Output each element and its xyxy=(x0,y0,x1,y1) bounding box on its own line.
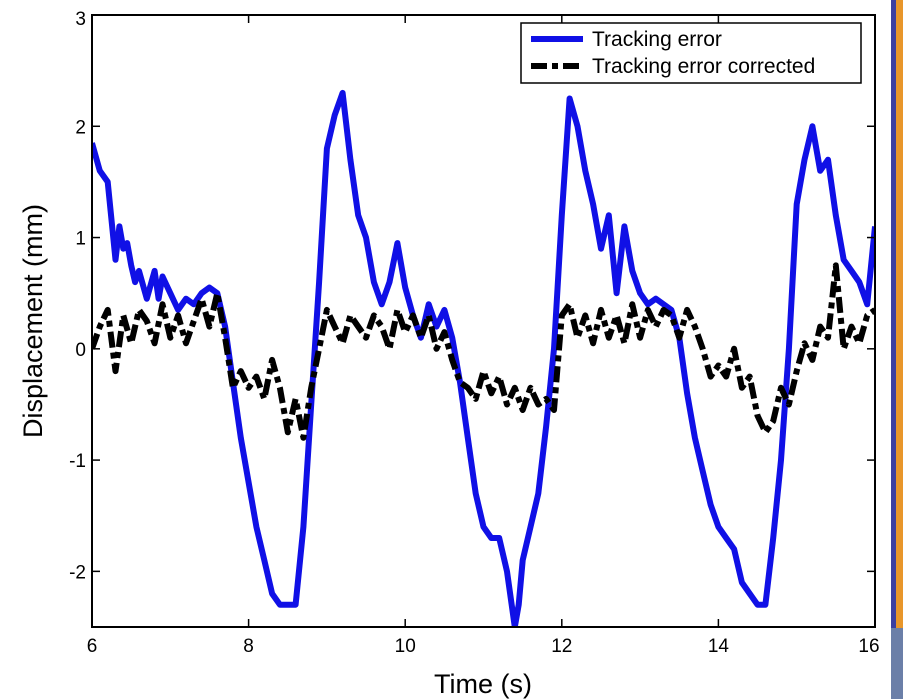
y-tick-label: -1 xyxy=(69,451,86,472)
y-tick-label: 3 xyxy=(75,9,86,30)
legend-label-tracking-error: Tracking error xyxy=(592,28,722,51)
y-tick-label: 0 xyxy=(75,340,86,361)
y-axis-ticks: -2 -1 0 1 2 3 xyxy=(69,9,875,583)
slide-edge-strip xyxy=(891,0,903,699)
x-tick-label: 10 xyxy=(395,636,416,657)
y-tick-label: 1 xyxy=(75,229,86,250)
x-tick-label: 6 xyxy=(87,636,98,657)
slide-edge-blue-band xyxy=(891,0,896,699)
legend-box xyxy=(520,22,862,84)
series-line-tracking-error xyxy=(92,89,875,627)
x-tick-label: 14 xyxy=(708,636,730,657)
series-line-tracking-error-corrected xyxy=(92,262,875,441)
plot-frame xyxy=(91,14,876,628)
x-axis-ticks: 6 8 10 12 14 16 xyxy=(87,15,880,657)
x-tick-label: 12 xyxy=(551,636,572,657)
legend: Tracking error Tracking error corrected xyxy=(520,22,862,84)
slide-edge-base xyxy=(891,628,903,699)
x-tick-label: 16 xyxy=(858,636,879,657)
slide-edge-orange-band xyxy=(896,0,903,699)
x-tick-label: 8 xyxy=(243,636,254,657)
series-layer xyxy=(92,89,875,627)
y-tick-label: -2 xyxy=(69,562,86,583)
x-axis-label: Time (s) xyxy=(434,669,532,699)
y-tick-label: 2 xyxy=(75,117,86,138)
y-axis-label: Displacement (mm) xyxy=(18,204,48,438)
legend-label-tracking-error-corrected: Tracking error corrected xyxy=(592,55,815,78)
